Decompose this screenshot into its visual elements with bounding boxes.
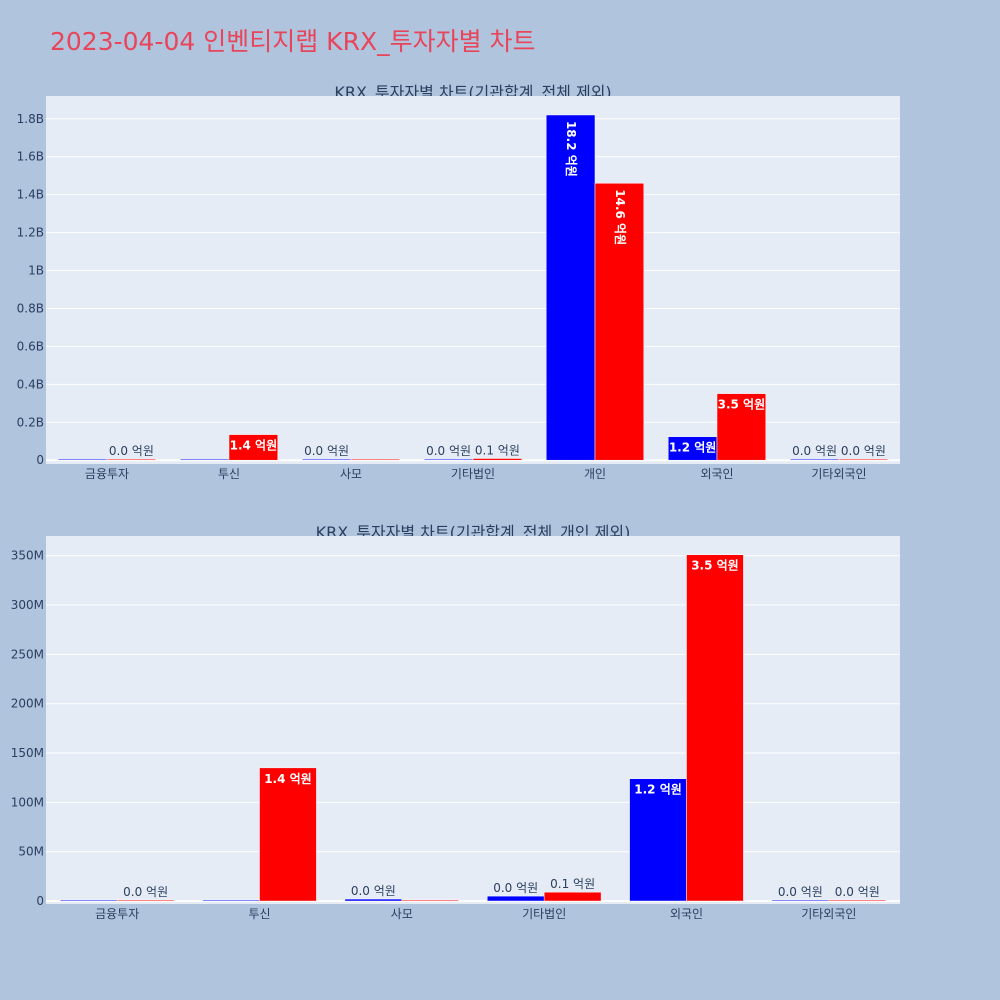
y-tick-label: 350M <box>11 549 44 563</box>
x-tick-label: 기타외국인 <box>801 907 856 921</box>
x-tick-label: 사모 <box>391 907 413 921</box>
y-tick-label: 0 <box>36 453 44 467</box>
bar <box>259 767 317 902</box>
y-tick-label: 250M <box>11 647 44 661</box>
x-tick-label: 기타법인 <box>451 467 495 481</box>
x-tick-label: 기타외국인 <box>811 467 866 481</box>
x-tick-label: 금융투자 <box>95 907 139 921</box>
data-label: 1.4 억원 <box>230 439 278 453</box>
bar <box>57 458 108 461</box>
data-label: 1.2 억원 <box>634 783 682 797</box>
data-label: 14.6 억원 <box>613 189 627 245</box>
x-tick-label: 투신 <box>218 467 240 481</box>
bar <box>301 458 352 461</box>
y-tick-label: 1.8B <box>17 112 44 126</box>
bar <box>472 458 523 461</box>
bar <box>59 899 118 902</box>
bar <box>202 899 260 902</box>
y-tick-label: 300M <box>11 598 44 612</box>
y-tick-label: 100M <box>11 795 44 809</box>
bar <box>401 899 460 902</box>
page-title: 2023-04-04 인벤티지랩 KRX_투자자별 차트 <box>50 27 536 56</box>
bar <box>686 554 744 902</box>
bar <box>716 393 767 461</box>
bar <box>116 899 175 902</box>
data-label: 0.0 억원 <box>426 444 471 458</box>
data-label: 18.2 억원 <box>564 121 578 177</box>
data-label: 3.5 억원 <box>691 559 739 573</box>
bar <box>838 458 889 461</box>
bar <box>344 898 403 902</box>
bar <box>789 458 840 461</box>
y-tick-label: 1.6B <box>17 150 44 164</box>
y-tick-label: 0.6B <box>17 339 44 353</box>
y-tick-label: 1B <box>28 264 44 278</box>
bar <box>543 891 602 902</box>
data-label: 0.0 억원 <box>835 885 880 899</box>
bar <box>423 458 474 461</box>
data-label: 1.2 억원 <box>669 441 717 455</box>
y-tick-label: 0.8B <box>17 301 44 315</box>
y-tick-label: 50M <box>18 845 44 859</box>
data-label: 0.0 억원 <box>841 444 886 458</box>
chart-2-plot-area <box>46 536 900 904</box>
bar <box>828 899 887 902</box>
x-tick-label: 사모 <box>340 467 362 481</box>
y-tick-label: 1.4B <box>17 188 44 202</box>
x-tick-label: 외국인 <box>700 467 733 481</box>
bar <box>228 434 279 461</box>
bar <box>350 458 401 461</box>
chart-1-plot-area <box>46 96 900 464</box>
bar <box>486 895 545 902</box>
bar <box>179 458 230 461</box>
y-tick-label: 0.2B <box>17 415 44 429</box>
bar <box>629 778 687 902</box>
x-tick-label: 개인 <box>584 467 606 481</box>
x-tick-label: 외국인 <box>670 907 703 921</box>
data-label: 0.0 억원 <box>778 885 823 899</box>
bar <box>594 183 645 461</box>
bar <box>545 114 596 461</box>
data-label: 0.0 억원 <box>304 444 349 458</box>
x-tick-label: 투신 <box>248 907 270 921</box>
data-label: 1.4 억원 <box>264 772 312 786</box>
data-label: 0.0 억원 <box>123 885 168 899</box>
data-label: 0.0 억원 <box>493 881 538 895</box>
y-tick-label: 1.2B <box>17 226 44 240</box>
data-label: 0.0 억원 <box>351 884 396 898</box>
y-tick-label: 200M <box>11 697 44 711</box>
y-tick-label: 0.4B <box>17 377 44 391</box>
data-label: 0.1 억원 <box>550 877 595 891</box>
y-tick-label: 0 <box>36 894 44 908</box>
bar <box>106 458 157 461</box>
y-tick-label: 150M <box>11 746 44 760</box>
data-label: 0.1 억원 <box>475 443 520 457</box>
data-label: 0.0 억원 <box>792 444 837 458</box>
data-label: 3.5 억원 <box>718 398 766 412</box>
bar <box>771 899 830 902</box>
x-tick-label: 금융투자 <box>85 467 129 481</box>
x-tick-label: 기타법인 <box>522 907 566 921</box>
data-label: 0.0 억원 <box>109 444 154 458</box>
